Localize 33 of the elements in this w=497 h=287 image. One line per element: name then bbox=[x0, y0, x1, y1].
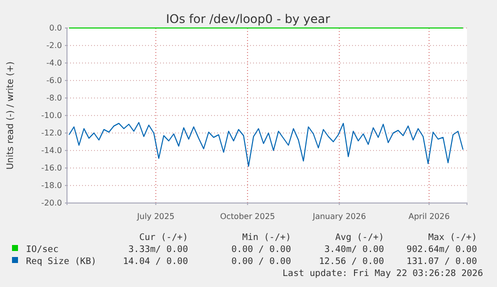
x-tick-label: October 2025 bbox=[220, 212, 276, 222]
text: 3.40m/ 0.00 bbox=[324, 245, 384, 255]
text: Avg (-/+) bbox=[335, 233, 384, 243]
y-tick-label: -12.0 bbox=[41, 128, 62, 138]
y-tick-label: -16.0 bbox=[41, 164, 62, 173]
y-tick-label: -8.0 bbox=[46, 94, 62, 103]
text: Min (-/+) bbox=[242, 233, 291, 243]
text: Cur (-/+) bbox=[139, 233, 188, 243]
text: 131.07 / 0.00 bbox=[406, 257, 477, 267]
text: 902.64m/ 0.00 bbox=[406, 245, 477, 255]
text: Max (-/+) bbox=[428, 233, 477, 243]
legend-label: Req Size (KB) bbox=[26, 257, 96, 267]
text: 12.56 / 0.00 bbox=[318, 257, 384, 267]
x-tick-label: April 2026 bbox=[408, 212, 450, 222]
text: 0.00 / 0.00 bbox=[231, 245, 291, 255]
text: Last update: Fri May 22 03:26:28 2026 bbox=[282, 269, 483, 279]
y-axis-title: Units read (-) / write (+) bbox=[6, 61, 16, 170]
y-tick-label: -2.0 bbox=[46, 41, 62, 50]
chart-title: IOs for /dev/loop0 - by year bbox=[166, 12, 330, 26]
y-tick-label: -20.0 bbox=[41, 198, 62, 208]
x-tick-label: July 2025 bbox=[136, 212, 174, 222]
text: 3.33m/ 0.00 bbox=[128, 245, 188, 255]
line-series bbox=[68, 122, 464, 167]
legend-label: IO/sec bbox=[26, 245, 59, 255]
text: 14.04 / 0.00 bbox=[122, 257, 188, 267]
y-tick-label: -4.0 bbox=[46, 58, 62, 68]
y-tick-label: 0.0 bbox=[49, 24, 62, 33]
y-tick-label: -18.0 bbox=[41, 181, 62, 190]
y-tick-label: -10.0 bbox=[41, 111, 62, 120]
x-tick-label: January 2026 bbox=[312, 212, 366, 222]
y-tick-label: -14.0 bbox=[41, 146, 62, 156]
y-tick-label: -6.0 bbox=[46, 76, 62, 86]
text: 0.00 / 0.00 bbox=[231, 257, 291, 267]
